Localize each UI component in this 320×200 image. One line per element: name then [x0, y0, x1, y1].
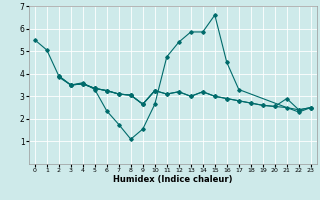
- X-axis label: Humidex (Indice chaleur): Humidex (Indice chaleur): [113, 175, 233, 184]
